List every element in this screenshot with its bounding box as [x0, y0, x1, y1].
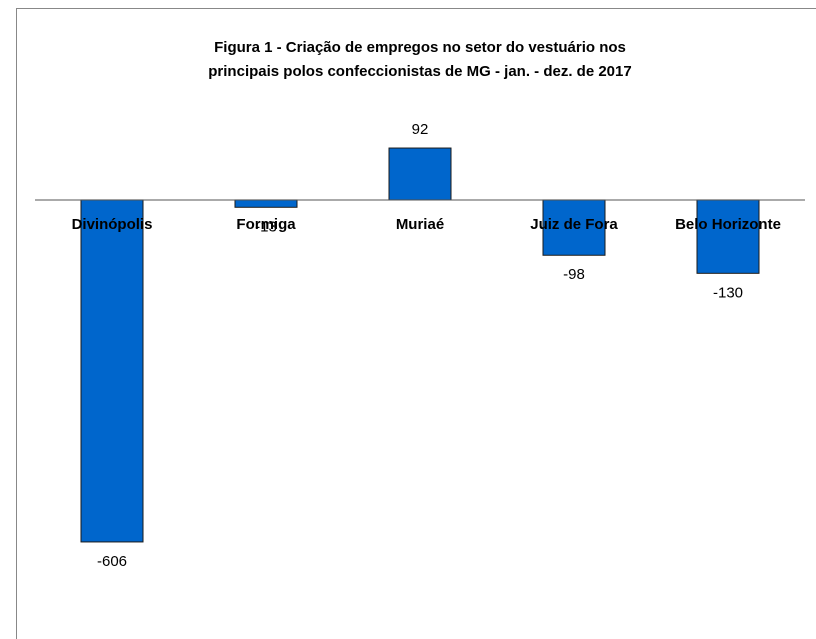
value-label: -13: [255, 218, 277, 235]
x-tick-label: Formiga: [236, 216, 296, 233]
chart-border: [16, 8, 816, 639]
bar: [388, 147, 452, 201]
x-tick-label: Muriaé: [396, 216, 444, 233]
bar: [80, 199, 144, 543]
bar: [234, 199, 298, 208]
value-label: -130: [713, 284, 743, 301]
x-tick-label: Juiz de Fora: [530, 216, 618, 233]
chart-title: Figura 1 - Criação de empregos no setor …: [214, 39, 626, 56]
value-label: 92: [412, 121, 429, 138]
value-label: -98: [563, 266, 585, 283]
chart-title: principais polos confeccionistas de MG -…: [208, 63, 631, 80]
x-tick-label: Belo Horizonte: [675, 216, 781, 233]
x-tick-label: Divinópolis: [72, 216, 153, 233]
bar: [696, 199, 760, 274]
value-label: -606: [97, 553, 127, 570]
bar: [542, 199, 606, 256]
